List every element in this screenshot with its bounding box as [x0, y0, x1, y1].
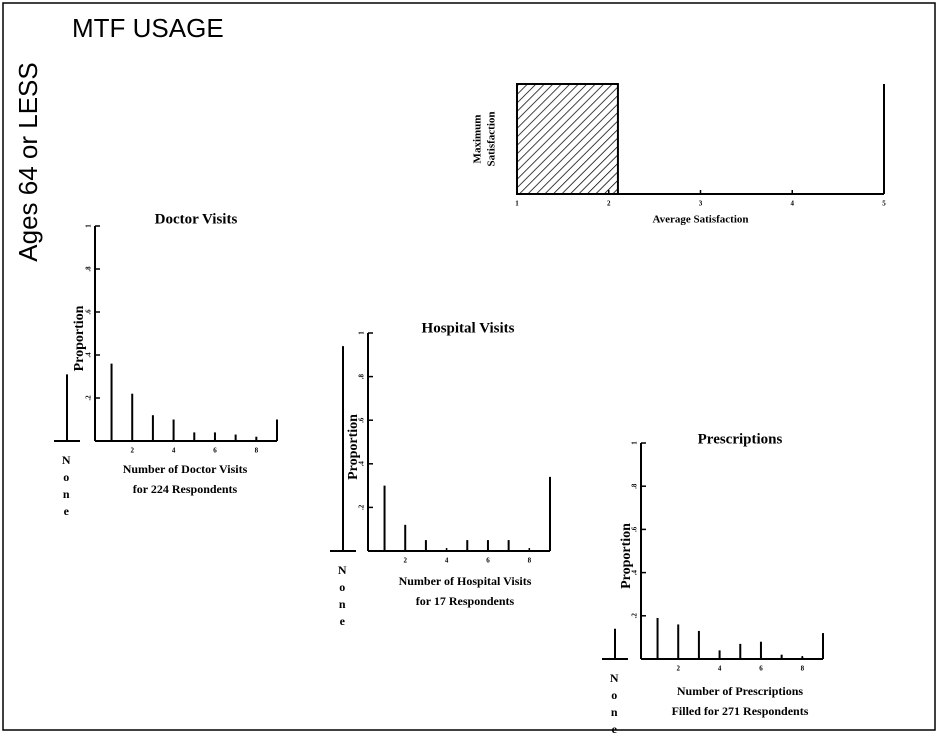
x-label: Average Satisfaction	[652, 214, 748, 226]
x-tick-label: 6	[486, 557, 490, 565]
x-label: Filled for 271 Respondents	[672, 704, 809, 718]
x-tick-label: 6	[759, 665, 763, 673]
side-label: Ages 64 or LESS	[13, 62, 43, 261]
y-tick-label: .8	[85, 266, 93, 272]
x-tick-label: 3	[699, 200, 703, 208]
y-tick-label: .4	[85, 352, 93, 358]
y-tick-label: 1	[631, 441, 639, 445]
y-tick-label: .2	[631, 613, 639, 619]
page-title: MTF USAGE	[72, 13, 224, 43]
x-tick-label: 2	[403, 557, 407, 565]
y-tick-label: 1	[85, 224, 93, 228]
y-tick-label: .6	[631, 526, 639, 532]
y-label: Proportion	[619, 523, 634, 589]
y-tick-label: .4	[631, 569, 639, 575]
y-tick-label: .2	[358, 504, 366, 510]
x-label: Number of Hospital Visits	[399, 574, 532, 588]
x-tick-label: 4	[718, 665, 722, 673]
y-tick-label: .8	[631, 483, 639, 489]
y-label: Proportion	[72, 305, 87, 371]
y-label: Maximum	[472, 115, 484, 164]
y-tick-label: .4	[358, 461, 366, 467]
x-label: Number of Doctor Visits	[123, 462, 248, 476]
x-tick-label: 1	[515, 200, 519, 208]
x-tick-label: 5	[882, 200, 886, 208]
y-label: Satisfaction	[486, 112, 498, 167]
none-label: None	[59, 453, 73, 521]
x-tick-label: 2	[676, 665, 680, 673]
none-label: None	[607, 671, 621, 738]
x-tick-label: 4	[791, 200, 795, 208]
chart-title: Prescriptions	[698, 431, 783, 447]
y-tick-label: .2	[85, 395, 93, 401]
y-tick-label: .6	[85, 309, 93, 315]
y-tick-label: 1	[358, 331, 366, 335]
x-tick-label: 2	[607, 200, 611, 208]
x-tick-label: 8	[255, 447, 259, 455]
x-tick-label: 4	[445, 557, 449, 565]
y-tick-label: .6	[358, 417, 366, 423]
x-label: for 17 Respondents	[416, 594, 515, 608]
x-label: Number of Prescriptions	[677, 684, 804, 698]
x-tick-label: 8	[528, 557, 532, 565]
frame	[2, 2, 936, 731]
x-tick-label: 6	[213, 447, 217, 455]
y-tick-label: .8	[358, 373, 366, 379]
x-label: for 224 Respondents	[133, 482, 238, 496]
y-label: Proportion	[346, 414, 361, 480]
x-tick-label: 8	[801, 665, 805, 673]
bar	[516, 83, 619, 195]
x-tick-label: 2	[130, 447, 134, 455]
x-tick-label: 4	[172, 447, 176, 455]
none-label: None	[335, 563, 349, 631]
chart-title: Doctor Visits	[155, 211, 238, 227]
chart-title: Hospital Visits	[422, 320, 515, 336]
